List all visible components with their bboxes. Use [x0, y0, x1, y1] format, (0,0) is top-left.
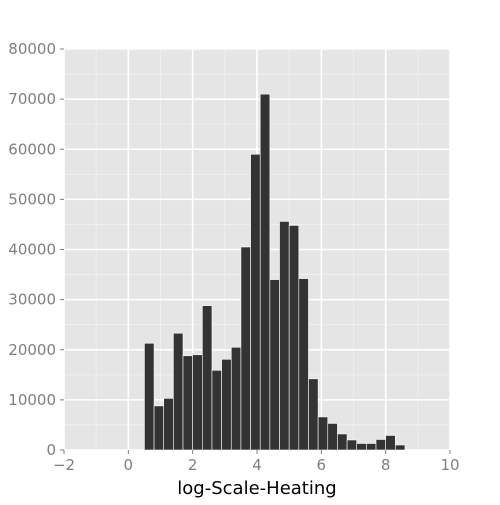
histogram-bar	[318, 417, 328, 450]
x-tick-label: 10	[440, 456, 459, 474]
histogram-bar	[386, 435, 396, 450]
y-tick-label: 40000	[8, 241, 56, 259]
y-tick-label: 0	[46, 441, 56, 459]
histogram-bar	[222, 359, 232, 450]
x-tick-label: −2	[53, 456, 75, 474]
y-tick-label: 10000	[8, 391, 56, 409]
x-tick-label: 2	[188, 456, 198, 474]
histogram-bar	[241, 247, 251, 450]
y-tick-label: 60000	[8, 140, 56, 158]
histogram-bar	[212, 370, 222, 450]
x-tick-label: 0	[124, 456, 134, 474]
y-tick-label: 50000	[8, 190, 56, 208]
y-tick-label: 30000	[8, 291, 56, 309]
histogram-bar	[154, 406, 164, 450]
histogram-bar	[289, 225, 299, 450]
histogram-bar	[202, 306, 212, 450]
histogram-bar	[366, 443, 376, 450]
x-tick-label: 4	[252, 456, 262, 474]
histogram-bar	[251, 154, 261, 450]
histogram-bar	[308, 379, 318, 450]
histogram-bar	[347, 440, 357, 450]
histogram-bar	[299, 279, 309, 450]
histogram-bar	[173, 333, 183, 450]
x-tick-label: 8	[381, 456, 391, 474]
histogram-bar	[183, 356, 193, 450]
histogram-bar	[260, 94, 270, 450]
histogram-bar	[357, 443, 367, 450]
x-tick-label: 6	[317, 456, 327, 474]
histogram-bar	[376, 439, 386, 450]
y-tick-label: 80000	[8, 40, 56, 58]
y-tick-label: 70000	[8, 90, 56, 108]
histogram-bar	[337, 434, 347, 450]
x-axis-title: log-Scale-Heating	[177, 478, 336, 499]
histogram-bar	[144, 343, 154, 450]
histogram-bar	[193, 355, 203, 450]
histogram-bar	[231, 347, 241, 450]
y-tick-label: 20000	[8, 341, 56, 359]
histogram-bar	[328, 423, 338, 450]
histogram-bar	[280, 221, 290, 450]
histogram-bar	[270, 280, 280, 450]
histogram-bar	[395, 445, 405, 450]
histogram-bar	[164, 398, 174, 450]
